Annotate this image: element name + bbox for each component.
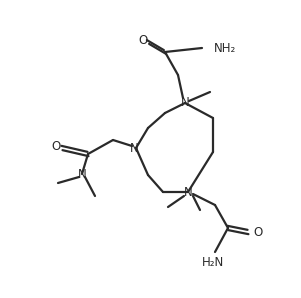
- Text: O: O: [51, 139, 61, 153]
- Text: O: O: [253, 226, 262, 238]
- Text: N: N: [184, 185, 192, 198]
- Text: H₂N: H₂N: [202, 255, 224, 268]
- Text: NH₂: NH₂: [214, 41, 236, 55]
- Text: N: N: [130, 142, 138, 154]
- Text: N: N: [78, 167, 86, 181]
- Text: O: O: [138, 33, 147, 46]
- Text: N: N: [181, 97, 189, 109]
